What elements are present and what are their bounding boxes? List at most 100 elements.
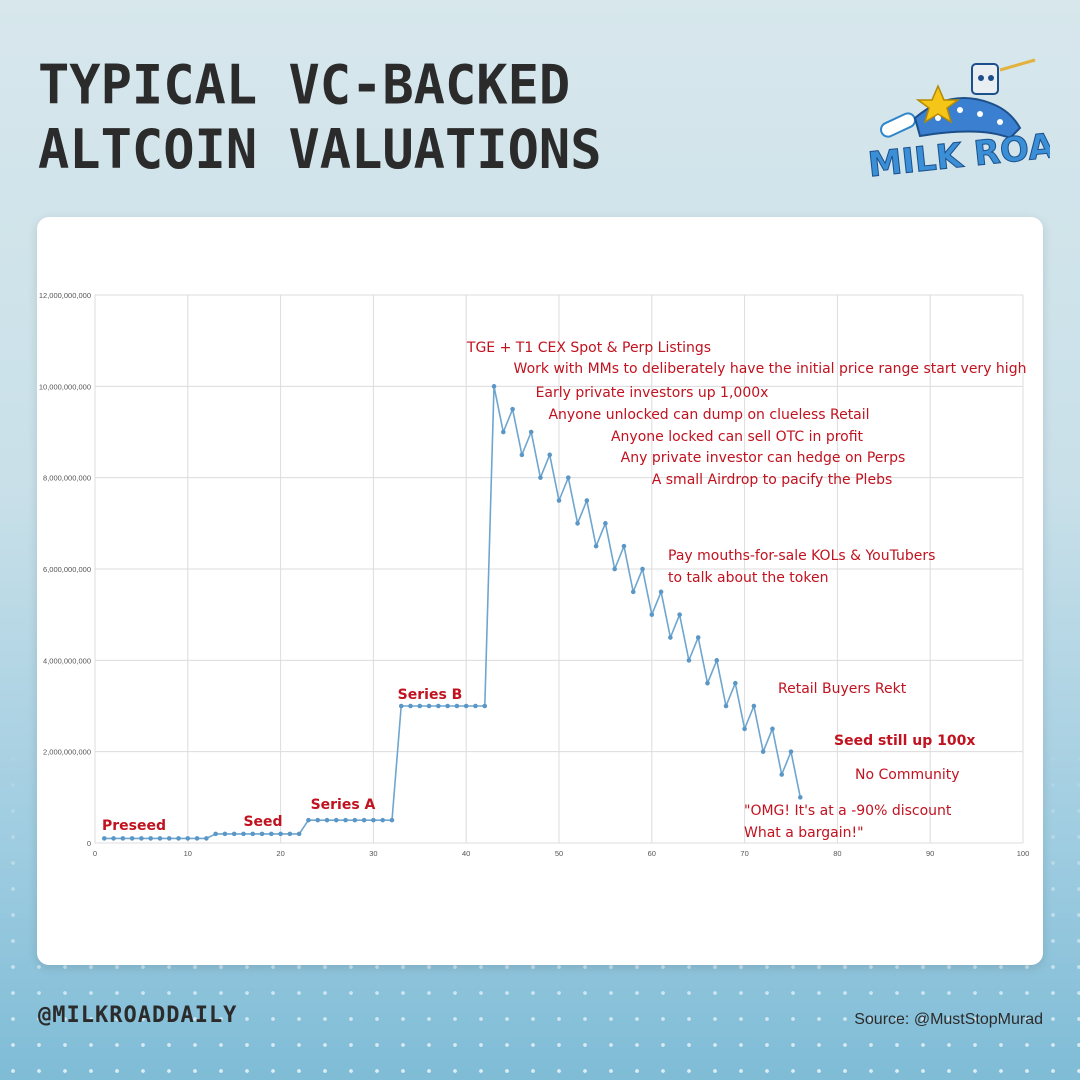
chart-card: 0 10 20 30 40 50 60 70 80 90 100 0 2,000,000,000 4,00… (37, 217, 1043, 965)
data-point (668, 635, 673, 640)
data-point (733, 680, 738, 686)
data-point (649, 612, 655, 617)
chart-annotation: Seed (243, 814, 282, 830)
data-point (417, 703, 423, 709)
x-tick-label: 0 (93, 849, 97, 858)
chart-annotation: Retail Buyers Rekt (778, 681, 907, 697)
x-tick-label: 30 (369, 849, 377, 858)
data-point (250, 831, 256, 837)
x-tick-label: 70 (740, 849, 748, 858)
data-point (241, 831, 246, 837)
x-tick-label: 60 (648, 849, 656, 858)
y-tick-label: 0 (87, 839, 91, 848)
data-point (519, 452, 525, 458)
data-point (445, 703, 450, 709)
data-point (770, 726, 775, 732)
data-point (593, 543, 599, 549)
x-tick-label: 10 (184, 849, 192, 858)
data-point (705, 680, 710, 686)
data-point (510, 406, 515, 412)
x-tick-label: 80 (833, 849, 841, 858)
data-point (797, 795, 803, 800)
data-point (324, 817, 330, 823)
data-point (473, 703, 478, 709)
chart-annotation: Anyone locked can sell OTC in profit (611, 429, 864, 445)
data-point (139, 836, 144, 841)
data-point (426, 703, 432, 709)
data-point (788, 749, 794, 754)
data-point (213, 831, 218, 837)
data-point (408, 703, 413, 709)
data-point (640, 566, 645, 572)
data-point (185, 836, 191, 841)
data-point (612, 566, 617, 572)
y-tick-label: 2,000,000,000 (43, 748, 91, 757)
data-point (287, 831, 293, 837)
data-point (129, 836, 135, 841)
data-point (204, 836, 209, 841)
data-point (547, 452, 553, 458)
data-point (269, 831, 274, 837)
data-point (306, 817, 311, 823)
chart-annotation: "OMG! It's at a -90% discount (744, 803, 952, 819)
data-point (166, 836, 172, 841)
data-point (779, 772, 785, 777)
x-tick-label: 40 (462, 849, 470, 858)
data-point (491, 384, 497, 389)
data-point (686, 658, 692, 663)
data-point (222, 831, 228, 837)
chart-annotation: TGE + T1 CEX Spot & Perp Listings (466, 340, 711, 356)
y-tick-label: 6,000,000,000 (43, 565, 91, 574)
data-point (120, 836, 126, 841)
data-point (630, 589, 636, 595)
data-point (714, 658, 720, 663)
y-tick-label: 12,000,000,000 (39, 291, 91, 300)
data-point (398, 703, 404, 709)
source-credit: Source: @MustStopMurad (854, 1011, 1043, 1028)
data-point (556, 498, 562, 503)
data-point (575, 521, 580, 526)
data-point (333, 817, 339, 823)
data-point (101, 836, 107, 841)
y-tick-label: 8,000,000,000 (43, 474, 91, 483)
data-point (278, 831, 283, 837)
x-tick-label: 20 (276, 849, 284, 858)
data-point (751, 703, 757, 709)
data-point (176, 836, 181, 841)
data-point (157, 836, 163, 841)
valuation-line-chart: 0 10 20 30 40 50 60 70 80 90 100 0 2,000,000,000 4,00… (39, 291, 1029, 858)
data-point (565, 475, 571, 480)
x-tick-label: 90 (926, 849, 934, 858)
data-point (501, 429, 506, 435)
data-point (296, 831, 302, 837)
data-point (742, 726, 747, 732)
data-point (436, 703, 441, 709)
data-point (194, 836, 200, 841)
mascot-icon (880, 58, 1036, 140)
chart-annotation: Seed still up 100x (834, 733, 975, 749)
data-point (352, 817, 358, 823)
data-point (677, 612, 682, 617)
chart-annotation: What a bargain!" (744, 825, 864, 841)
data-point (389, 817, 395, 823)
y-tick-label: 10,000,000,000 (39, 382, 91, 391)
data-point (231, 831, 237, 837)
data-point (259, 831, 265, 837)
chart-annotation: Pay mouths-for-sale KOLs & YouTubers (668, 548, 935, 564)
data-point (621, 543, 627, 549)
data-point (111, 836, 116, 841)
data-point (315, 817, 321, 823)
data-point (361, 817, 367, 823)
chart-annotation: Work with MMs to deliberately have the i… (514, 361, 1027, 377)
data-point (584, 498, 590, 503)
chart-annotation: to talk about the token (668, 570, 828, 586)
data-point (723, 703, 729, 709)
x-tick-label: 50 (555, 849, 563, 858)
data-point (380, 817, 385, 823)
chart-annotation: Anyone unlocked can dump on clueless Ret… (548, 407, 869, 423)
data-point (695, 635, 701, 640)
series-line (104, 386, 802, 840)
chart-annotation: Early private investors up 1,000x (536, 385, 769, 401)
social-handle: @MILKROADDAILY (38, 1003, 238, 1028)
chart-annotation: Series A (311, 797, 376, 813)
